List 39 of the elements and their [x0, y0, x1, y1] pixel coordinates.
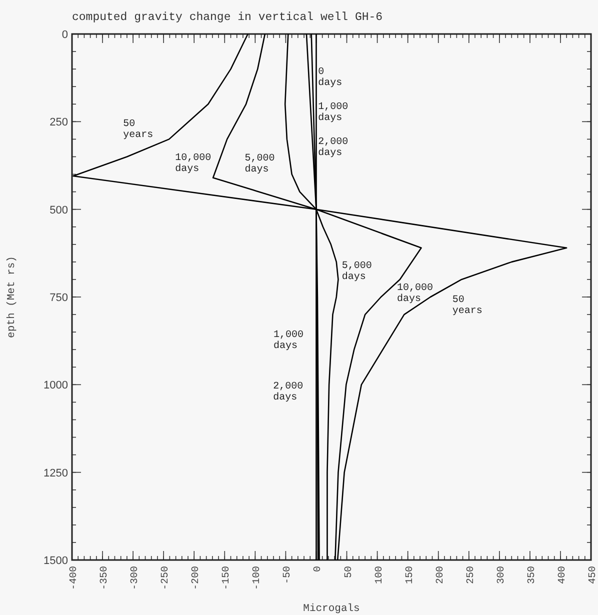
x-tick-label: 400	[557, 566, 568, 584]
x-tick-label: 350	[526, 566, 538, 584]
annotation: 5,000 days	[342, 261, 372, 283]
annotation: 5,000 days	[244, 153, 275, 176]
y-tick-label: 1500	[44, 555, 68, 567]
y-tick-label: 0	[62, 29, 68, 41]
x-tick-label: 100	[374, 566, 386, 584]
annotation: 10,000 days	[175, 153, 212, 176]
x-tick-label: 200	[435, 566, 446, 584]
y-tick-label: 1250	[44, 467, 68, 480]
y-axis-title: epth (Met rs)	[6, 256, 18, 338]
annotation: 1,000 days	[318, 102, 348, 124]
chart-title: computed gravity change in vertical well GH-6	[72, 11, 383, 24]
y-tick-label: 1000	[44, 380, 68, 392]
annotation: 50 years	[123, 119, 154, 142]
x-axis-title: Microgals	[303, 603, 360, 615]
x-tick-label: -50	[282, 566, 294, 584]
x-tick-label: -100	[252, 566, 264, 590]
y-tick-label: 500	[50, 204, 68, 216]
x-tick-label: 0	[313, 566, 324, 572]
x-tick-label: -300	[130, 566, 142, 590]
x-tick-label: -400	[69, 566, 80, 590]
y-tick-label: 750	[50, 292, 68, 304]
y-tick-label: 250	[50, 116, 68, 129]
x-tick-label: -200	[191, 566, 202, 590]
annotation: 1,000 days	[273, 330, 304, 352]
x-tick-label: 300	[496, 566, 508, 584]
x-tick-label: -250	[160, 566, 172, 590]
annotation: 10,000 days	[396, 283, 433, 305]
annotation: 50 years	[452, 295, 482, 317]
annotation: 2,000 days	[318, 137, 348, 160]
annotation: 2,000 days	[273, 382, 304, 404]
x-tick-label: 450	[588, 566, 598, 584]
annotation: 0 days	[318, 67, 342, 90]
x-tick-label: 150	[404, 566, 416, 584]
x-tick-label: -350	[100, 566, 111, 590]
x-tick-label: 250	[466, 566, 477, 584]
x-tick-label: 50	[344, 566, 355, 578]
x-tick-label: -150	[222, 566, 233, 590]
